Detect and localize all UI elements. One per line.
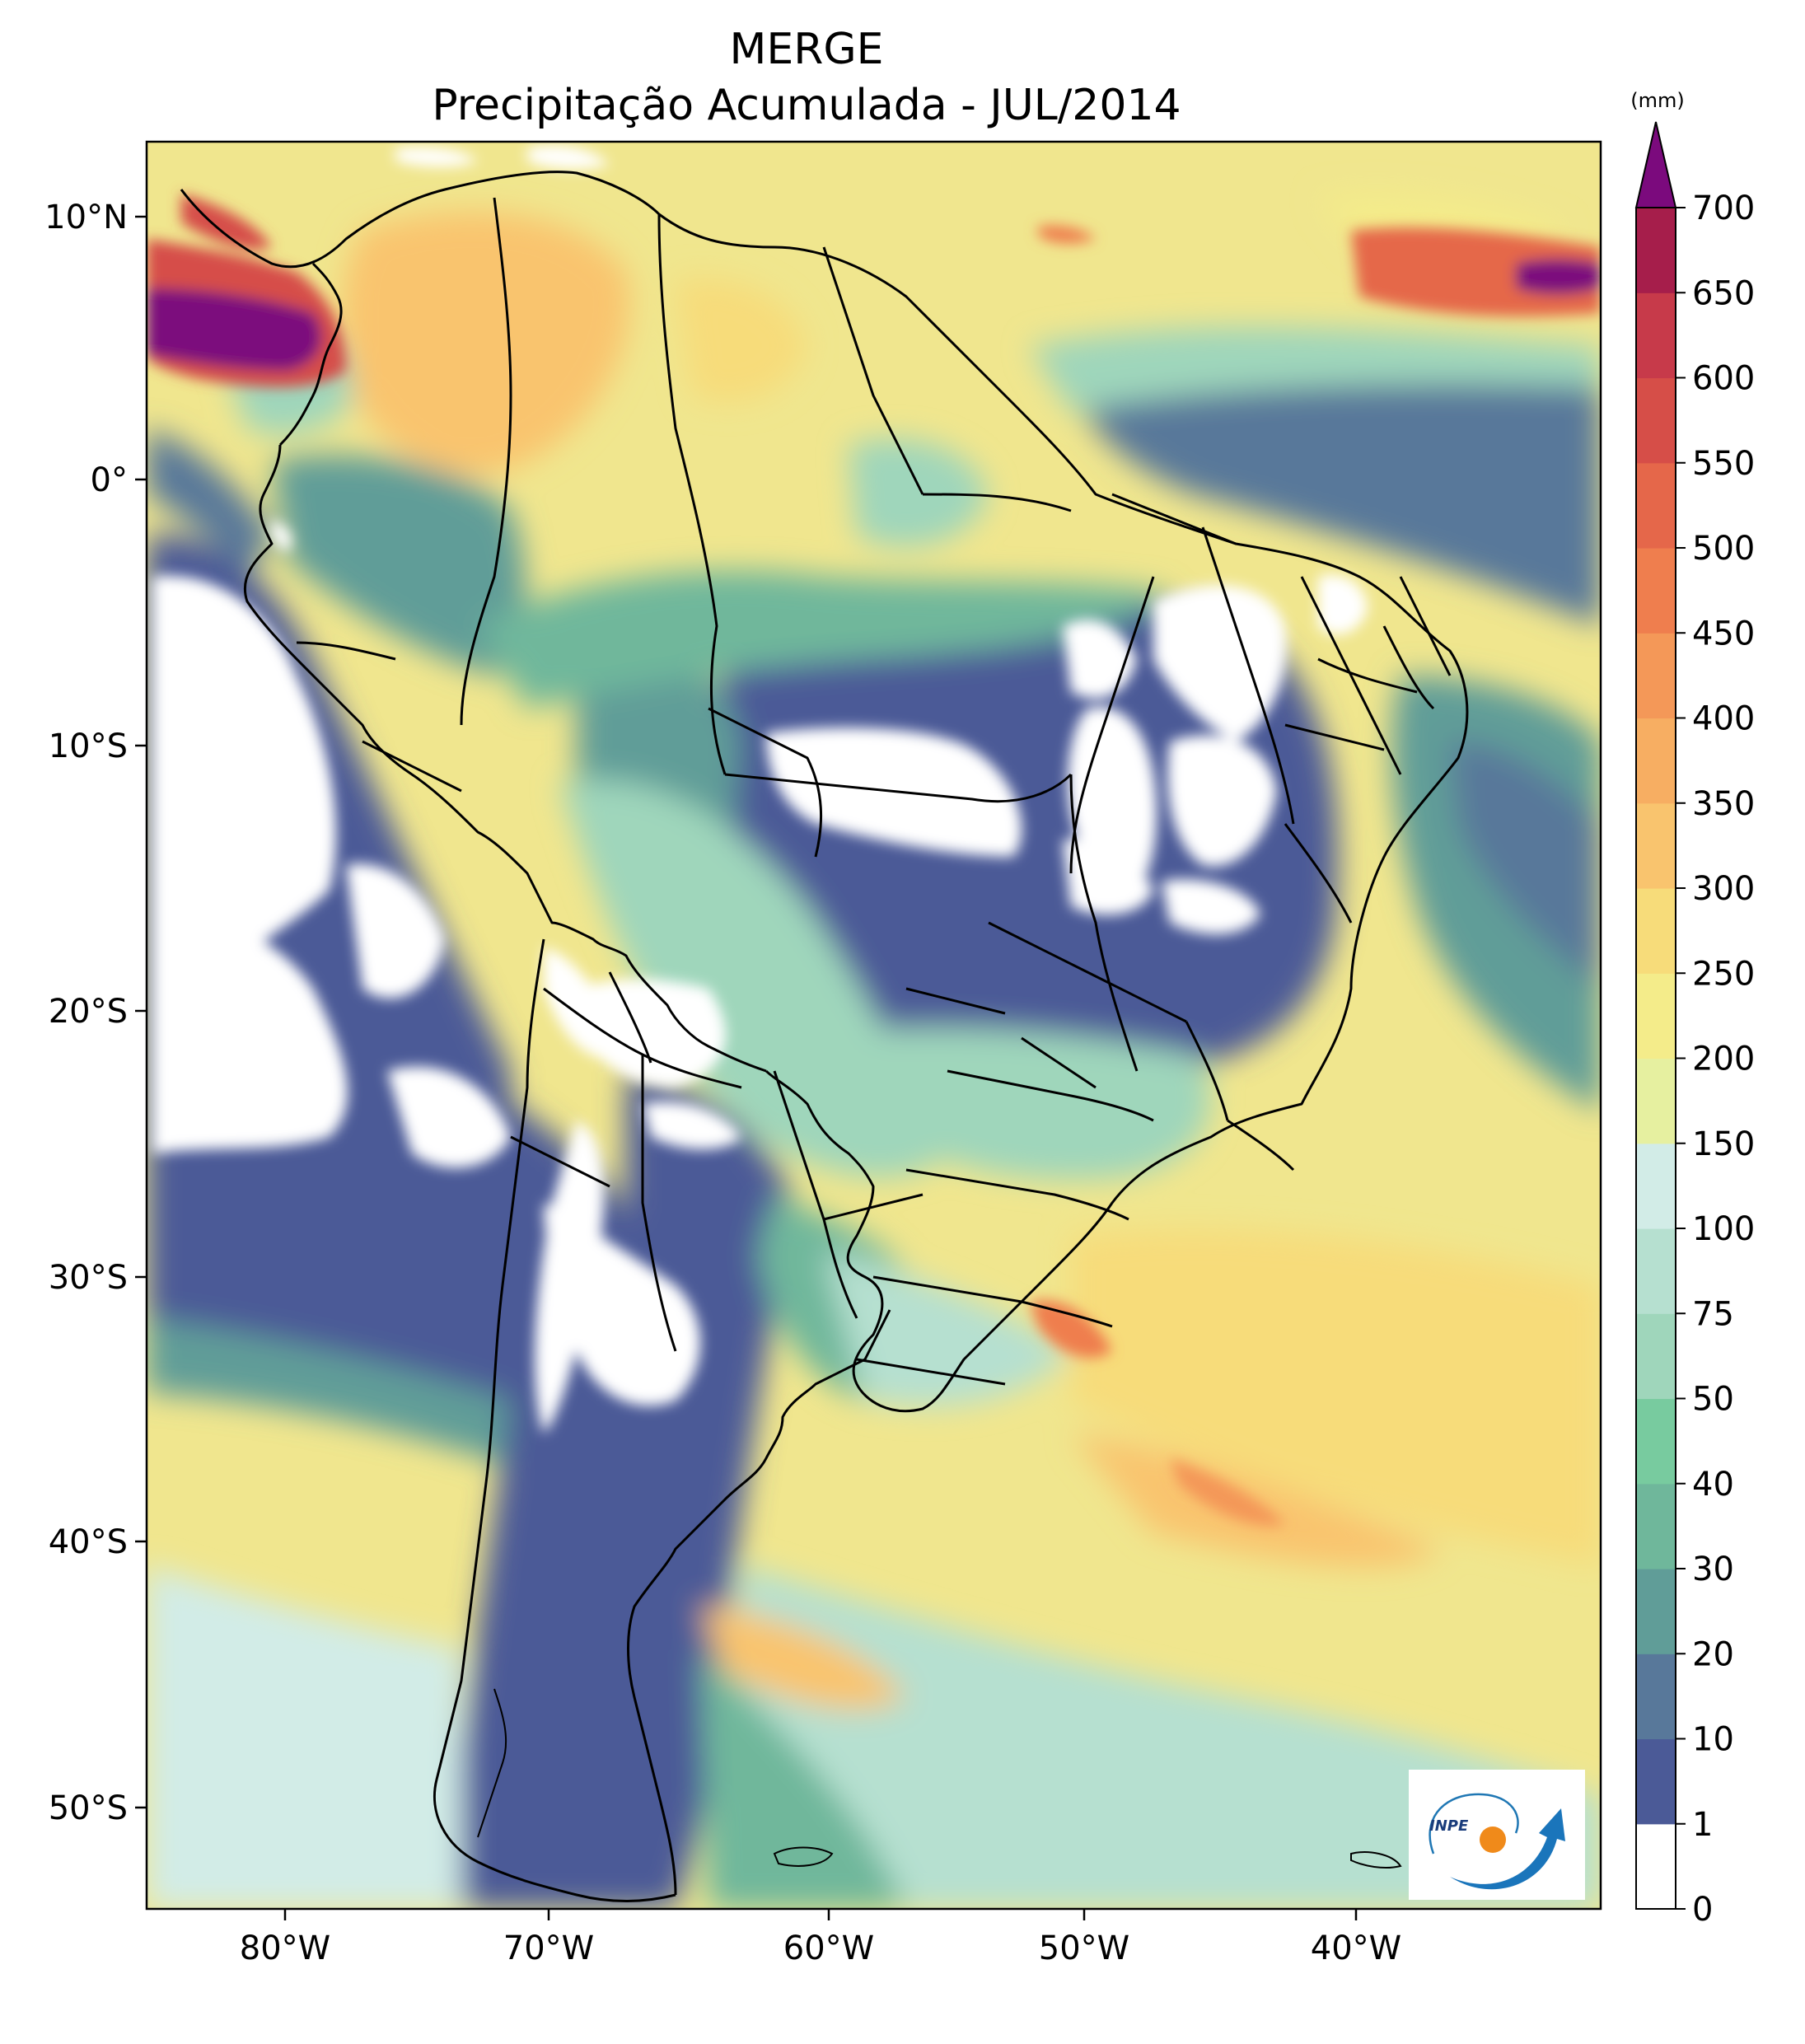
colorbar-segment [1636,1653,1676,1740]
colorbar-segment [1636,1228,1676,1314]
colorbar-tick-label: 700 [1692,189,1755,227]
logo-label: INPE [1429,1817,1469,1835]
colorbar-segment [1636,1313,1676,1400]
coastlines-borders [180,171,1469,1902]
precipitation-field [147,142,1601,1909]
colorbar-tick-label: 0 [1692,1891,1713,1929]
colorbar-segment [1636,208,1676,293]
colorbar-tick-label: 75 [1692,1295,1734,1333]
lat-tick-label: 10°S [49,727,128,765]
lon-tick-label: 60°W [783,1929,874,1967]
colorbar-segment [1636,462,1676,549]
colorbar-tick-label: 40 [1692,1466,1734,1504]
colorbar-tick-label: 1 [1692,1806,1713,1844]
colorbar-tick-label: 150 [1692,1125,1755,1163]
colorbar-segment [1636,1398,1676,1485]
map-subtitle: Precipitação Acumulada - JUL/2014 [432,81,1181,130]
colorbar-tick-label: 30 [1692,1551,1734,1588]
colorbar-segment [1636,1738,1676,1825]
islands [477,1688,1402,1869]
lat-tick-label: 50°S [49,1789,128,1827]
colorbar-tick-label: 20 [1692,1635,1734,1673]
colorbar-segment [1636,377,1676,464]
colorbar-segment [1636,1143,1676,1229]
colorbar-unit: (mm) [1630,89,1684,112]
lon-tick-label: 70°W [503,1929,594,1967]
map-title: MERGE [729,25,884,74]
sun-icon [1480,1827,1506,1853]
orbit-icon [1429,1793,1519,1855]
colorbar-segment [1636,973,1676,1059]
colorbar-tick-label: 50 [1692,1381,1734,1419]
colorbar: 0 1 10 20 30 40 50 75 100 150 200 250 300 350 400 450 50… [1630,89,1755,1929]
colorbar-tick-label: 650 [1692,274,1755,312]
lat-tick-label: 10°N [44,199,128,236]
colorbar-segment [1636,292,1676,379]
inpe-logo: INPE [1409,1770,1585,1900]
colorbar-segment [1636,1058,1676,1144]
colorbar-tick-label: 500 [1692,530,1755,568]
colorbar-segment [1636,802,1676,889]
lat-tick-label: 40°S [49,1523,128,1561]
colorbar-extend-arrow [1634,121,1677,208]
lat-tick-label: 30°S [49,1259,128,1297]
colorbar-tick-label: 600 [1692,360,1755,398]
latitude-axis: 10°N 0° 10°S 20°S 30°S 40°S 50°S [44,199,147,1827]
lat-tick-label: 20°S [49,993,128,1031]
colorbar-tick-label: 10 [1692,1721,1734,1759]
map-frame [145,140,1602,1911]
lon-tick-label: 50°W [1039,1929,1129,1967]
colorbar-tick-label: 300 [1692,870,1755,908]
colorbar-tick-label: 400 [1692,700,1755,738]
colorbar-segment [1636,888,1676,974]
colorbar-tick-label: 550 [1692,445,1755,483]
arrow-icon [1450,1808,1565,1890]
colorbar-tick-label: 450 [1692,615,1755,652]
colorbar-tick-label: 100 [1692,1210,1755,1248]
colorbar-tick-label: 250 [1692,955,1755,993]
lon-tick-label: 40°W [1311,1929,1401,1967]
lon-tick-label: 80°W [240,1929,330,1967]
colorbar-tick-label: 200 [1692,1041,1755,1078]
colorbar-segment [1636,548,1676,634]
colorbar-segment [1636,1483,1676,1569]
colorbar-segment [1636,1569,1676,1654]
longitude-axis: 80°W 70°W 60°W 50°W 40°W [240,1909,1401,1967]
colorbar-tick-label: 350 [1692,785,1755,823]
lat-tick-label: 0° [91,461,128,499]
colorbar-segment [1636,1823,1676,1910]
colorbar-segment [1636,633,1676,719]
colorbar-segment [1636,718,1676,804]
